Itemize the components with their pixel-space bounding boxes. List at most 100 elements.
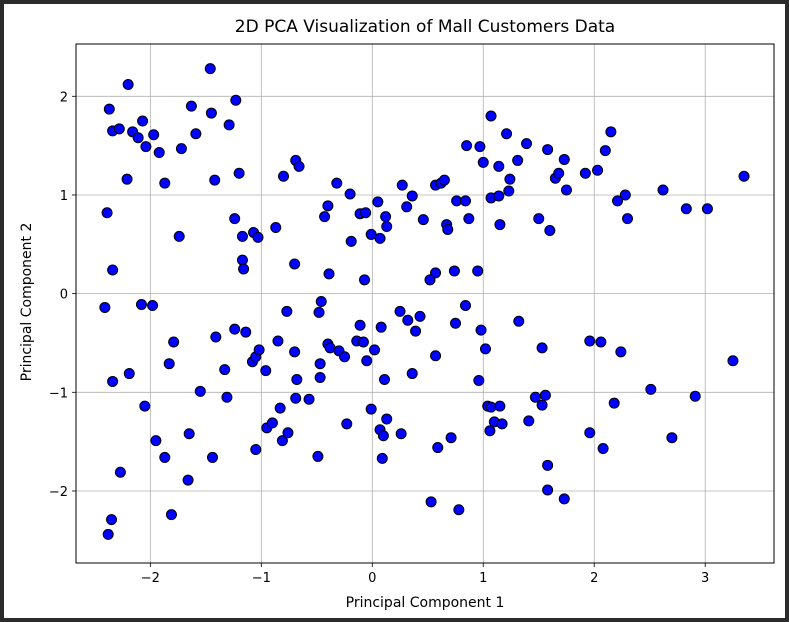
data-point (485, 110, 497, 122)
data-point (114, 466, 126, 478)
data-point (472, 265, 484, 277)
pca-scatter-chart: 2D PCA Visualization of Mall Customers D… (19, 17, 775, 611)
data-point (461, 140, 473, 152)
data-point (135, 298, 147, 310)
data-point (266, 417, 278, 429)
data-point (339, 351, 351, 363)
data-point (536, 342, 548, 354)
data-point (394, 305, 406, 317)
data-point (558, 493, 570, 505)
x-tick-label: −1 (252, 571, 271, 586)
data-point (153, 147, 165, 159)
data-point (592, 164, 604, 176)
y-tick-label: 2 (60, 90, 68, 105)
data-point (493, 190, 505, 202)
data-point (132, 132, 144, 144)
data-point (357, 336, 369, 348)
data-point (417, 214, 429, 226)
data-point (230, 94, 242, 106)
data-point (542, 484, 554, 496)
data-point (406, 368, 418, 380)
data-point (314, 358, 326, 370)
data-point (113, 123, 125, 135)
data-point (622, 213, 634, 225)
x-tick-label: −2 (141, 571, 160, 586)
data-point (238, 263, 250, 275)
data-point (477, 156, 489, 168)
data-point (608, 397, 620, 409)
data-point (438, 174, 450, 186)
x-tick-label: 2 (590, 571, 598, 586)
data-point (496, 418, 508, 430)
data-point (139, 400, 151, 412)
data-point (450, 317, 462, 329)
data-point (281, 305, 293, 317)
data-point (233, 167, 245, 179)
data-point (560, 184, 572, 196)
data-point (175, 143, 187, 155)
data-point (380, 211, 392, 223)
data-point (402, 314, 414, 326)
data-point (365, 228, 377, 240)
y-tick-label: −2 (49, 485, 68, 500)
data-point (278, 170, 290, 182)
data-point (597, 443, 609, 455)
data-point (312, 450, 324, 462)
data-point (504, 173, 516, 185)
data-point (595, 336, 607, 348)
data-point (558, 153, 570, 165)
data-point (107, 264, 119, 276)
data-point (221, 391, 233, 403)
data-point (619, 189, 631, 201)
data-point (615, 346, 627, 358)
data-point (493, 160, 505, 172)
data-point (354, 319, 366, 331)
data-point (303, 393, 315, 405)
data-point (360, 207, 372, 219)
data-point (501, 128, 513, 140)
data-point (194, 385, 206, 397)
data-point (274, 402, 286, 414)
data-point (396, 179, 408, 191)
data-point (159, 451, 171, 463)
data-point (289, 258, 301, 270)
data-point (123, 368, 135, 380)
x-tick-label: 0 (368, 571, 376, 586)
plot-frame (75, 43, 775, 564)
data-point (442, 223, 454, 235)
data-point (374, 232, 386, 244)
data-point (365, 403, 377, 415)
data-point (539, 389, 551, 401)
data-point (376, 452, 388, 464)
data-point (204, 63, 216, 75)
data-point (701, 203, 713, 215)
data-point (359, 274, 371, 286)
data-point (322, 200, 334, 212)
data-point (331, 177, 343, 189)
data-point (657, 184, 669, 196)
data-point (533, 213, 545, 225)
data-point (229, 323, 241, 335)
data-point (107, 375, 119, 387)
data-point (148, 129, 160, 141)
data-point (503, 185, 515, 197)
data-point (378, 373, 390, 385)
data-point (584, 335, 596, 347)
data-point (229, 213, 241, 225)
data-point (290, 392, 302, 404)
data-point (260, 365, 272, 377)
data-point (183, 428, 195, 440)
data-point (473, 374, 485, 386)
data-points (99, 63, 750, 540)
data-point (474, 141, 486, 153)
data-point (252, 231, 264, 243)
data-point (122, 78, 134, 90)
data-point (147, 299, 159, 311)
chart-title: 2D PCA Visualization of Mall Customers D… (235, 17, 615, 37)
data-point (445, 432, 457, 444)
data-point (542, 459, 554, 471)
data-point (344, 188, 356, 200)
data-point (381, 221, 393, 233)
data-point (159, 177, 171, 189)
y-tick-label: −1 (49, 386, 68, 401)
